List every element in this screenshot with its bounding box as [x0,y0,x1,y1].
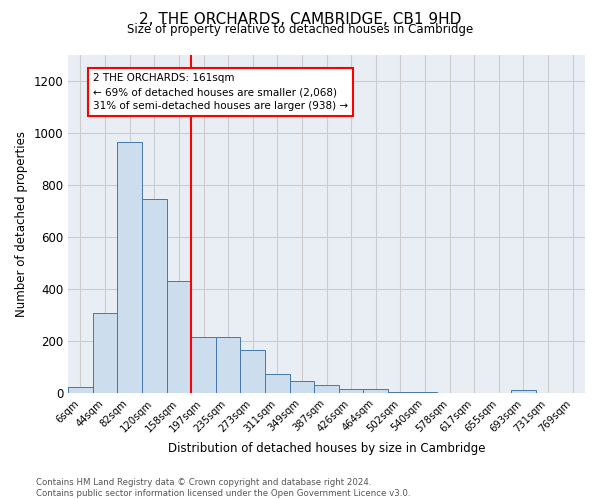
Text: 2 THE ORCHARDS: 161sqm
← 69% of detached houses are smaller (2,068)
31% of semi-: 2 THE ORCHARDS: 161sqm ← 69% of detached… [93,73,348,111]
Text: 2, THE ORCHARDS, CAMBRIDGE, CB1 9HD: 2, THE ORCHARDS, CAMBRIDGE, CB1 9HD [139,12,461,28]
Bar [191,338,216,393]
Bar [118,142,142,393]
Bar [364,390,388,393]
Text: Size of property relative to detached houses in Cambridge: Size of property relative to detached ho… [127,24,473,36]
Bar [511,390,536,393]
Bar [167,282,191,393]
Bar [413,392,437,393]
Bar [216,338,241,393]
Bar [314,386,339,393]
Text: Contains HM Land Registry data © Crown copyright and database right 2024.
Contai: Contains HM Land Registry data © Crown c… [36,478,410,498]
Bar [265,374,290,393]
Bar [68,386,93,393]
Bar [339,388,364,393]
Bar [241,350,265,393]
Y-axis label: Number of detached properties: Number of detached properties [15,131,28,317]
X-axis label: Distribution of detached houses by size in Cambridge: Distribution of detached houses by size … [168,442,485,455]
Bar [290,380,314,393]
Bar [388,392,413,393]
Bar [93,312,118,393]
Bar [142,200,167,393]
